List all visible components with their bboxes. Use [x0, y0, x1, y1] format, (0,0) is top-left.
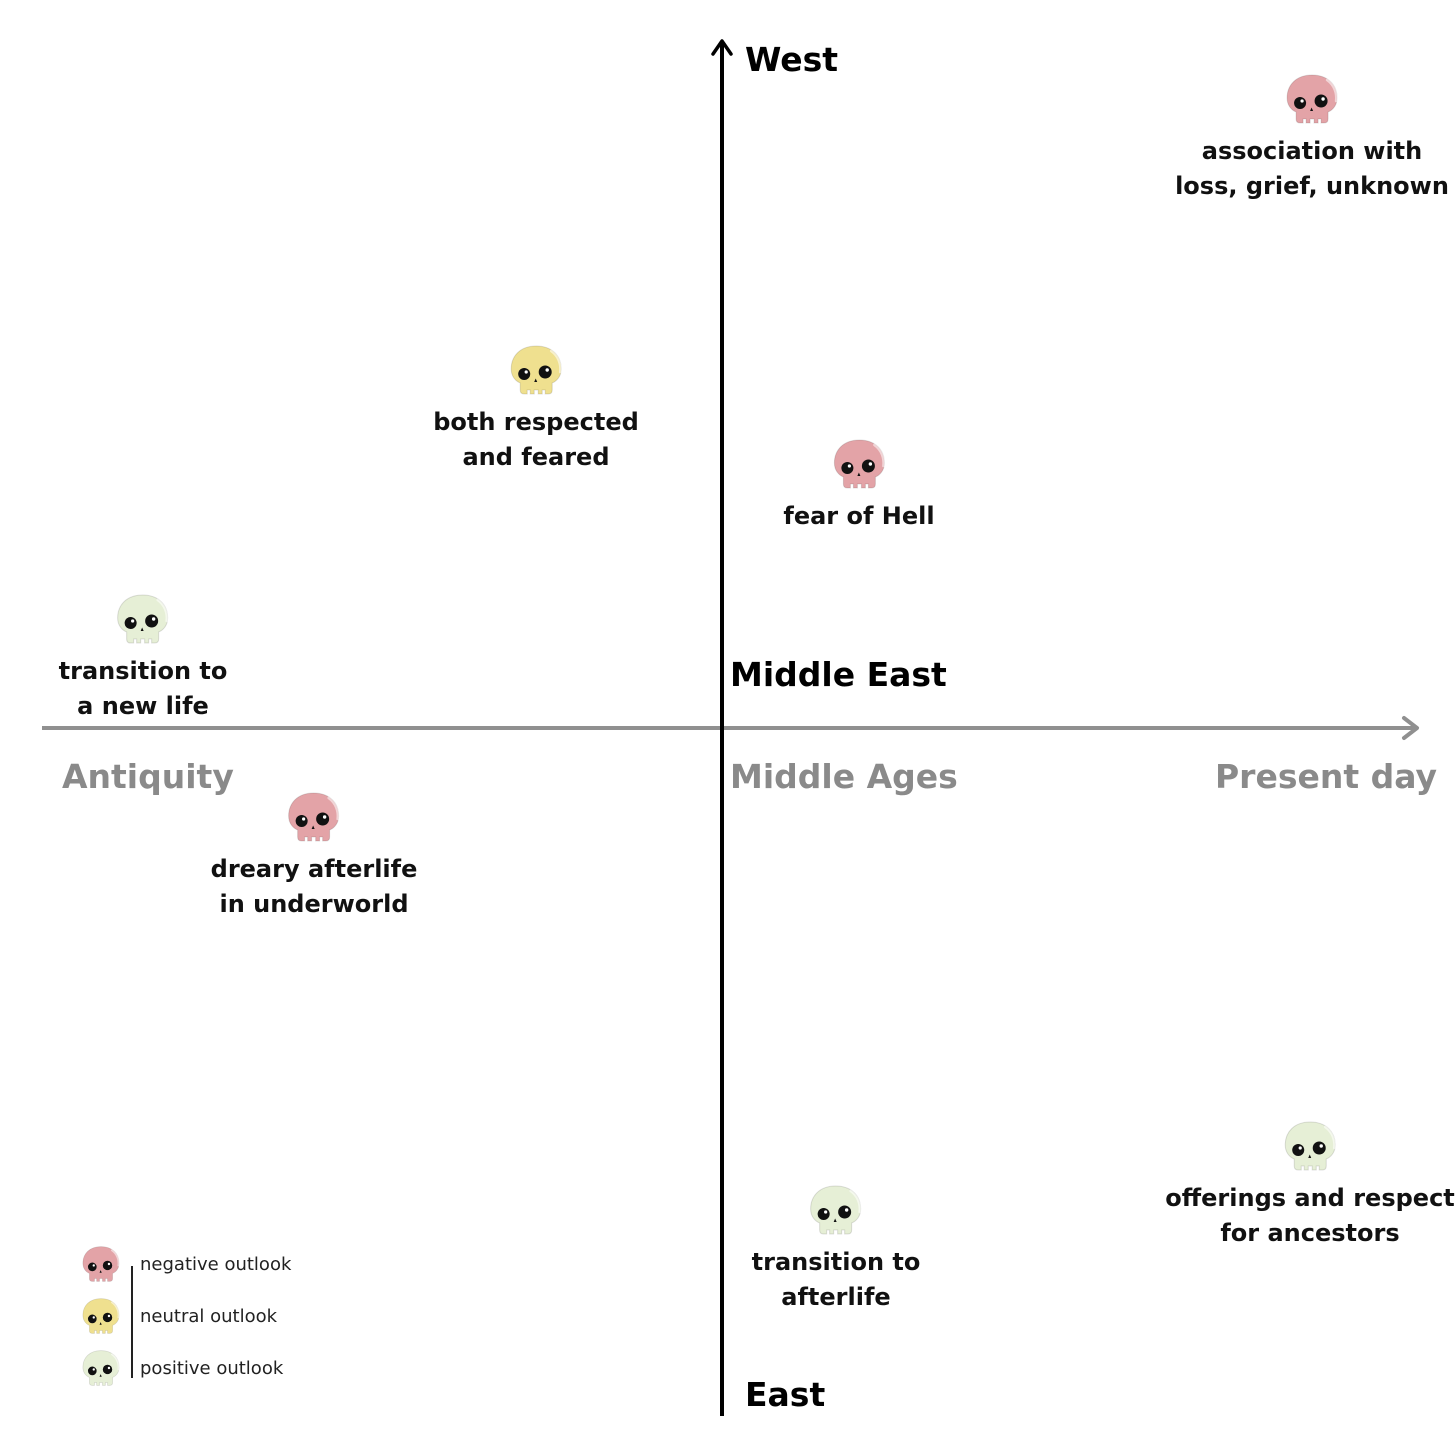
point-transition-to-afterlife: transition to afterlife: [751, 1183, 921, 1315]
point-caption: fear of Hell: [783, 502, 935, 530]
point-fear-of-hell: fear of Hell: [783, 437, 935, 534]
skull-icon: [833, 439, 885, 489]
point-transition-to-new-life: transition to a new life: [58, 592, 228, 724]
point-caption: offerings and respect for ancestors: [1165, 1184, 1455, 1247]
axis-label-east: East: [745, 1375, 826, 1414]
legend-label: negative outlook: [140, 1254, 292, 1275]
axis-label-west: West: [745, 40, 839, 79]
skull-icon: [1284, 1121, 1336, 1171]
legend-divider: [131, 1266, 133, 1378]
point-caption: association with loss, grief, unknown: [1175, 137, 1449, 200]
point-caption: both respected and feared: [433, 408, 639, 471]
skull-icon: [82, 1350, 120, 1386]
axis-label-middle-ages: Middle Ages: [730, 757, 958, 796]
skull-icon: [117, 594, 169, 644]
skull-icon: [810, 1185, 862, 1235]
legend: negative outlook neutral outlook positiv…: [80, 1244, 340, 1394]
axis-label-present-day: Present day: [1215, 757, 1438, 796]
skull-icon: [82, 1246, 120, 1282]
point-dreary-afterlife: dreary afterlife in underworld: [210, 790, 418, 922]
skull-icon: [1286, 74, 1338, 124]
skull-icon: [82, 1298, 120, 1334]
point-offerings-for-ancestors: offerings and respect for ancestors: [1165, 1119, 1455, 1251]
skull-icon: [288, 792, 340, 842]
horizontal-axis-arrowhead: [1402, 716, 1419, 740]
skull-icon: [510, 345, 562, 395]
point-caption: transition to afterlife: [751, 1248, 921, 1311]
vertical-axis-arrowhead: [711, 39, 733, 56]
legend-label: neutral outlook: [140, 1306, 278, 1327]
point-caption: transition to a new life: [58, 657, 228, 720]
legend-label: positive outlook: [140, 1358, 284, 1379]
axis-label-antiquity: Antiquity: [62, 757, 234, 796]
point-caption: dreary afterlife in underworld: [210, 855, 418, 918]
point-both-respected-and-feared: both respected and feared: [433, 343, 639, 475]
point-association-with-loss: association with loss, grief, unknown: [1175, 72, 1449, 204]
axis-label-middle-east: Middle East: [730, 655, 947, 694]
